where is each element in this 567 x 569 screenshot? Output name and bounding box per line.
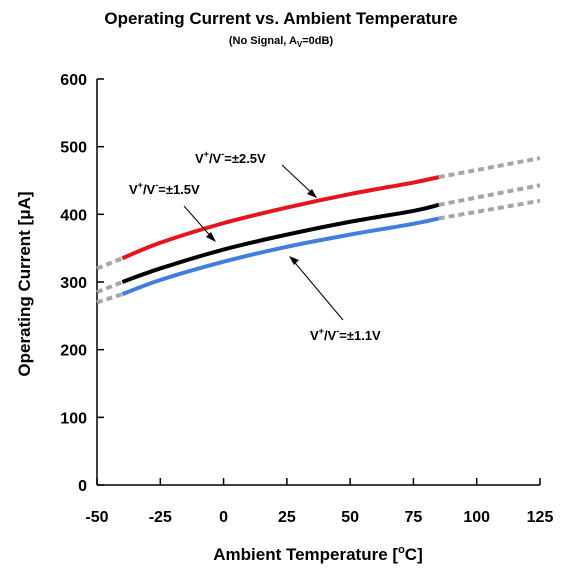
x-tick-label: 25 (278, 509, 296, 526)
y-axis-label: Operating Current [μA] (15, 191, 34, 376)
x-tick-label: 100 (463, 509, 490, 526)
x-tick-label: 125 (527, 509, 554, 526)
x-tick-label: 50 (341, 509, 359, 526)
x-tick-label: 0 (219, 509, 228, 526)
y-tick-label: 300 (60, 275, 87, 292)
series-1-line (121, 202, 440, 284)
y-tick-label: 600 (60, 72, 87, 89)
annotation-arrow-1v1 (290, 257, 344, 321)
annotation-arrowhead-1v5 (206, 232, 216, 242)
y-tick-label: 0 (78, 478, 87, 495)
series-0-line (121, 175, 440, 261)
chart-title: Operating Current vs. Ambient Temperatur… (104, 9, 457, 28)
plot-area (96, 79, 541, 486)
tick-labels: 0 100 200 300 400 500 600 -50 -25 0 25 50 75 100 125 (60, 72, 553, 526)
y-tick-label: 100 (60, 410, 87, 427)
x-tick-label: 75 (405, 509, 423, 526)
series-1-extrapolation-high (438, 183, 541, 207)
annotations: V+/V-=±2.5V V+/V-=±1.5V V+/V-=±1.1V (129, 149, 381, 343)
x-tick-label: -25 (149, 509, 172, 526)
annotation-arrowhead-2v5 (307, 189, 317, 198)
chart-subtitle: (No Signal, AV=0dB) (229, 35, 334, 49)
annotation-arrowhead-1v1 (289, 256, 299, 265)
x-tick-label: -50 (85, 509, 108, 526)
series-label-1v1: V+/V-=±1.1V (310, 326, 381, 343)
series-0-extrapolation-low (96, 256, 124, 271)
series-label-1v5: V+/V-=±1.5V (129, 180, 200, 197)
series-2-line (121, 216, 440, 297)
series-0-extrapolation-high (438, 156, 541, 180)
plot-background (97, 79, 540, 485)
series-1-extrapolation-low (96, 280, 124, 295)
x-axis-label: Ambient Temperature [oC] (213, 544, 423, 564)
series-label-2v5: V+/V-=±2.5V (195, 149, 266, 166)
annotation-arrow-2v5 (281, 164, 316, 197)
series-2-extrapolation-low (96, 292, 123, 305)
y-tick-label: 500 (60, 140, 87, 157)
series-2-extrapolation-high (438, 198, 541, 221)
y-tick-label: 200 (60, 343, 87, 360)
y-tick-label: 400 (60, 207, 87, 224)
